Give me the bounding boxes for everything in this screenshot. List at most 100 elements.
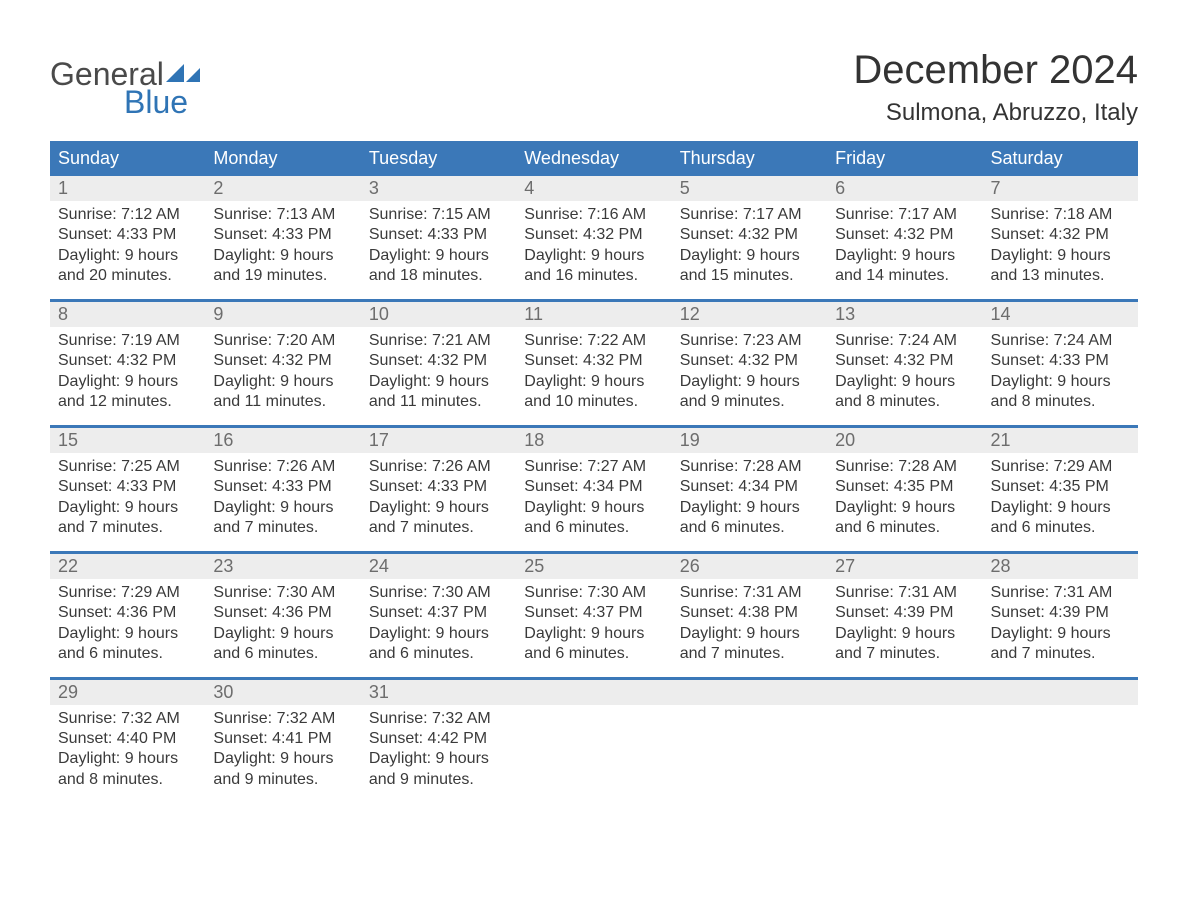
sunset-text: Sunset: 4:37 PM [524, 603, 663, 623]
daylight-line2: and 6 minutes. [991, 518, 1130, 538]
daylight-line2: and 6 minutes. [58, 644, 197, 664]
sunset-text: Sunset: 4:32 PM [680, 225, 819, 245]
day-number-row: 22 [50, 554, 205, 579]
day-number-row: 6 [827, 176, 982, 201]
weekday-header: Saturday [983, 142, 1138, 176]
daylight-line2: and 8 minutes. [991, 392, 1130, 412]
day-number-row: 24 [361, 554, 516, 579]
sunrise-text: Sunrise: 7:25 AM [58, 457, 197, 477]
day-number-row: 29 [50, 680, 205, 705]
day-body: Sunrise: 7:18 AMSunset: 4:32 PMDaylight:… [983, 201, 1138, 287]
daylight-line2: and 6 minutes. [369, 644, 508, 664]
sunset-text: Sunset: 4:32 PM [680, 351, 819, 371]
week-row: 29Sunrise: 7:32 AMSunset: 4:40 PMDayligh… [50, 677, 1138, 791]
sunrise-text: Sunrise: 7:31 AM [680, 583, 819, 603]
sunrise-text: Sunrise: 7:19 AM [58, 331, 197, 351]
day-number-row: 30 [205, 680, 360, 705]
daylight-line1: Daylight: 9 hours [213, 624, 352, 644]
daylight-line2: and 11 minutes. [369, 392, 508, 412]
day-number-row: 20 [827, 428, 982, 453]
day-number-row: . [672, 680, 827, 705]
day-body: Sunrise: 7:17 AMSunset: 4:32 PMDaylight:… [827, 201, 982, 287]
week-row: 15Sunrise: 7:25 AMSunset: 4:33 PMDayligh… [50, 425, 1138, 539]
day-body: Sunrise: 7:30 AMSunset: 4:37 PMDaylight:… [516, 579, 671, 665]
day-body: Sunrise: 7:24 AMSunset: 4:33 PMDaylight:… [983, 327, 1138, 413]
sunrise-text: Sunrise: 7:30 AM [369, 583, 508, 603]
day-body: Sunrise: 7:27 AMSunset: 4:34 PMDaylight:… [516, 453, 671, 539]
sunset-text: Sunset: 4:32 PM [213, 351, 352, 371]
day-number-row: 2 [205, 176, 360, 201]
sunrise-text: Sunrise: 7:29 AM [58, 583, 197, 603]
day-number-row: 14 [983, 302, 1138, 327]
sunrise-text: Sunrise: 7:17 AM [835, 205, 974, 225]
day-number: 26 [672, 554, 827, 579]
day-body: Sunrise: 7:22 AMSunset: 4:32 PMDaylight:… [516, 327, 671, 413]
day-cell: 9Sunrise: 7:20 AMSunset: 4:32 PMDaylight… [205, 302, 360, 413]
day-number-row: 21 [983, 428, 1138, 453]
day-number: 4 [516, 176, 671, 201]
sunrise-text: Sunrise: 7:13 AM [213, 205, 352, 225]
sunrise-text: Sunrise: 7:24 AM [835, 331, 974, 351]
daylight-line2: and 8 minutes. [58, 770, 197, 790]
daylight-line1: Daylight: 9 hours [991, 246, 1130, 266]
daylight-line2: and 10 minutes. [524, 392, 663, 412]
day-number: 28 [983, 554, 1138, 579]
weekday-header-row: SundayMondayTuesdayWednesdayThursdayFrid… [50, 141, 1138, 176]
sunset-text: Sunset: 4:33 PM [58, 225, 197, 245]
day-body: Sunrise: 7:17 AMSunset: 4:32 PMDaylight:… [672, 201, 827, 287]
daylight-line1: Daylight: 9 hours [58, 749, 197, 769]
week-row: 22Sunrise: 7:29 AMSunset: 4:36 PMDayligh… [50, 551, 1138, 665]
day-cell: 30Sunrise: 7:32 AMSunset: 4:41 PMDayligh… [205, 680, 360, 791]
sunrise-text: Sunrise: 7:29 AM [991, 457, 1130, 477]
day-cell: 7Sunrise: 7:18 AMSunset: 4:32 PMDaylight… [983, 176, 1138, 287]
sunset-text: Sunset: 4:34 PM [680, 477, 819, 497]
daylight-line1: Daylight: 9 hours [369, 749, 508, 769]
day-body: Sunrise: 7:21 AMSunset: 4:32 PMDaylight:… [361, 327, 516, 413]
daylight-line1: Daylight: 9 hours [58, 624, 197, 644]
daylight-line1: Daylight: 9 hours [524, 624, 663, 644]
day-number: 25 [516, 554, 671, 579]
daylight-line1: Daylight: 9 hours [58, 498, 197, 518]
sunset-text: Sunset: 4:33 PM [213, 225, 352, 245]
sunrise-text: Sunrise: 7:26 AM [369, 457, 508, 477]
day-number-row: 17 [361, 428, 516, 453]
daylight-line2: and 11 minutes. [213, 392, 352, 412]
day-body: Sunrise: 7:24 AMSunset: 4:32 PMDaylight:… [827, 327, 982, 413]
sunrise-text: Sunrise: 7:31 AM [835, 583, 974, 603]
day-cell: 18Sunrise: 7:27 AMSunset: 4:34 PMDayligh… [516, 428, 671, 539]
day-number-row: 11 [516, 302, 671, 327]
day-cell: 11Sunrise: 7:22 AMSunset: 4:32 PMDayligh… [516, 302, 671, 413]
day-number: 30 [205, 680, 360, 705]
brand-logo: General Blue [50, 58, 200, 118]
sunset-text: Sunset: 4:32 PM [835, 351, 974, 371]
sunrise-text: Sunrise: 7:28 AM [680, 457, 819, 477]
daylight-line2: and 9 minutes. [369, 770, 508, 790]
calendar: SundayMondayTuesdayWednesdayThursdayFrid… [50, 141, 1138, 790]
daylight-line1: Daylight: 9 hours [991, 498, 1130, 518]
daylight-line1: Daylight: 9 hours [213, 246, 352, 266]
sunrise-text: Sunrise: 7:28 AM [835, 457, 974, 477]
day-number-row: 3 [361, 176, 516, 201]
day-body: Sunrise: 7:19 AMSunset: 4:32 PMDaylight:… [50, 327, 205, 413]
daylight-line2: and 7 minutes. [369, 518, 508, 538]
daylight-line1: Daylight: 9 hours [680, 246, 819, 266]
day-number: 24 [361, 554, 516, 579]
sunset-text: Sunset: 4:33 PM [991, 351, 1130, 371]
sunset-text: Sunset: 4:32 PM [369, 351, 508, 371]
daylight-line1: Daylight: 9 hours [213, 749, 352, 769]
day-number: 1 [50, 176, 205, 201]
sunset-text: Sunset: 4:41 PM [213, 729, 352, 749]
day-number: 5 [672, 176, 827, 201]
day-number: 11 [516, 302, 671, 327]
daylight-line1: Daylight: 9 hours [680, 624, 819, 644]
day-cell: . [827, 680, 982, 791]
day-cell: 1Sunrise: 7:12 AMSunset: 4:33 PMDaylight… [50, 176, 205, 287]
daylight-line1: Daylight: 9 hours [369, 624, 508, 644]
day-number: 9 [205, 302, 360, 327]
day-cell: 26Sunrise: 7:31 AMSunset: 4:38 PMDayligh… [672, 554, 827, 665]
sunrise-text: Sunrise: 7:20 AM [213, 331, 352, 351]
day-number: 23 [205, 554, 360, 579]
day-body: Sunrise: 7:30 AMSunset: 4:37 PMDaylight:… [361, 579, 516, 665]
header: General Blue December 2024 Sulmona, Abru… [50, 30, 1138, 133]
sunset-text: Sunset: 4:32 PM [58, 351, 197, 371]
